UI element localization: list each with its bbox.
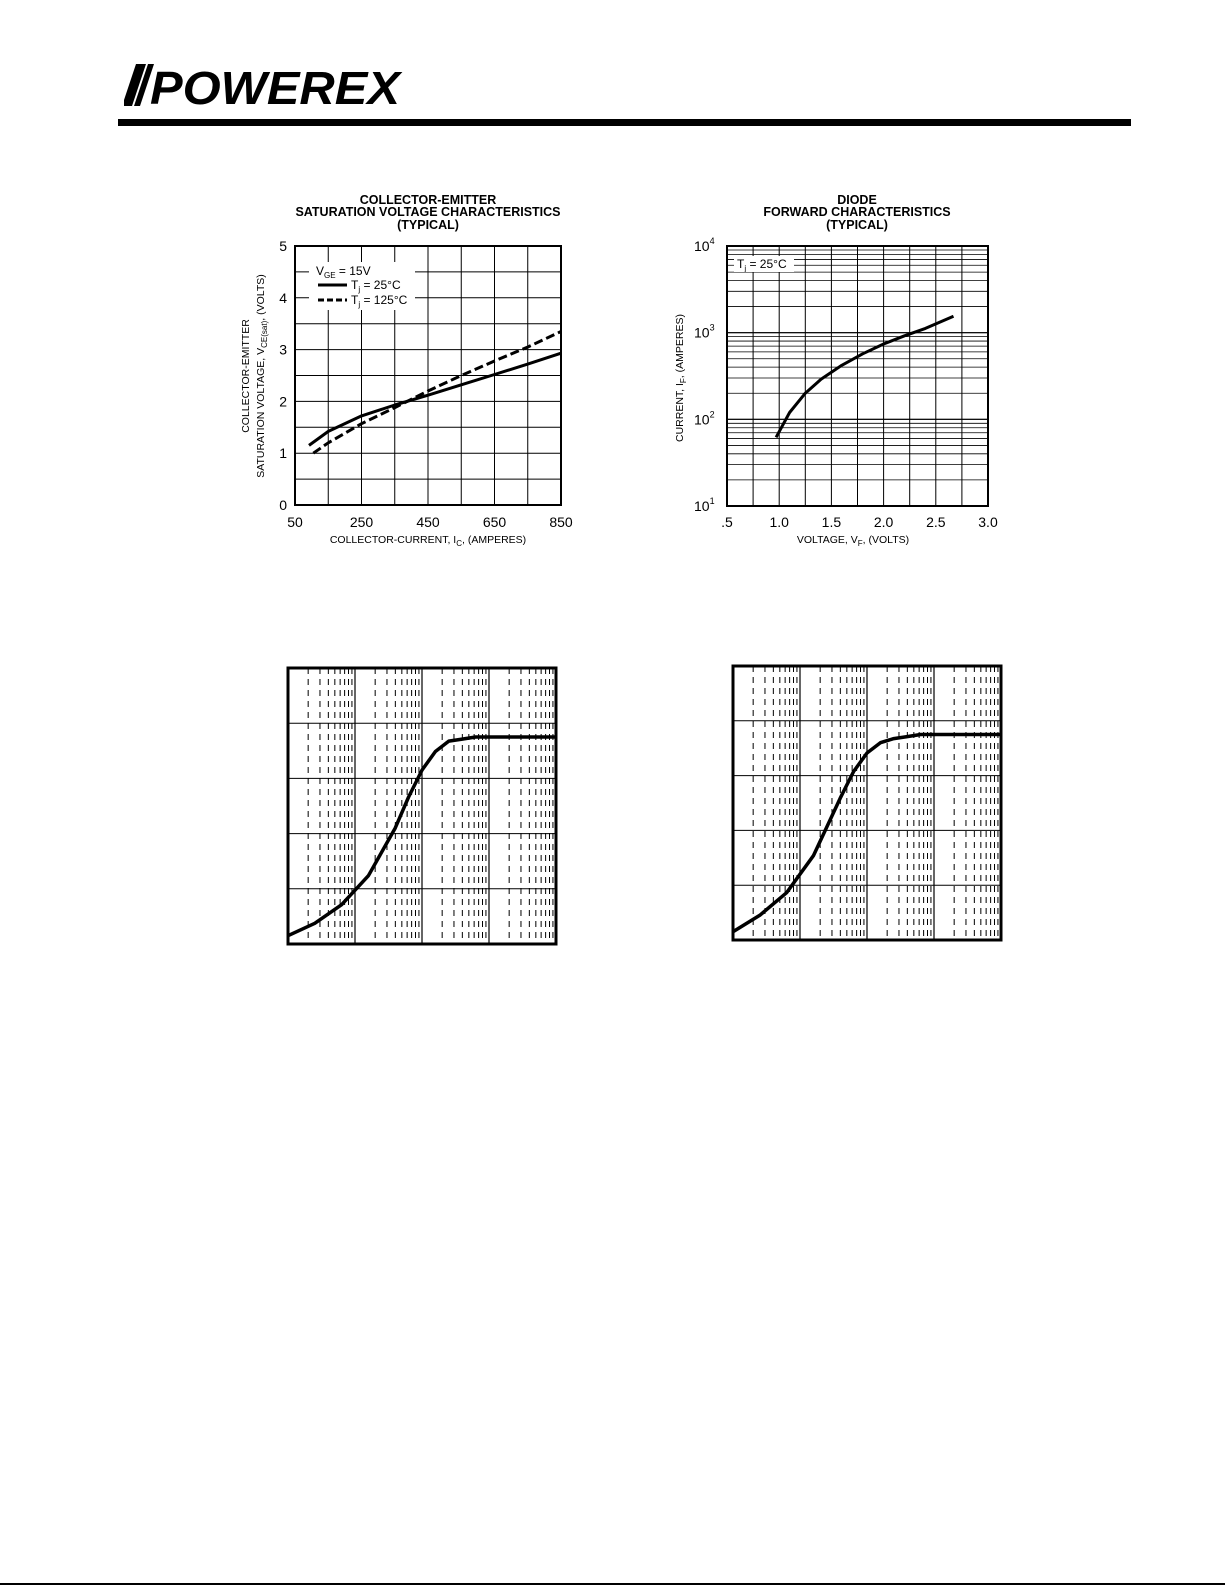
header-rule (118, 119, 1131, 126)
diode-x-tick-label: .5 (721, 514, 733, 530)
diode-y-label: CURRENT, IF, (AMPERES) (674, 314, 688, 442)
blank-right-series (732, 732, 1001, 934)
vcesat-x-tick-label: 650 (483, 514, 507, 530)
vcesat-x-tick-label: 250 (350, 514, 374, 530)
diode-x-tick-label: 3.0 (978, 514, 998, 530)
vcesat-title: COLLECTOR-EMITTER SATURATION VOLTAGE CHA… (295, 193, 560, 232)
diode-title-line2: FORWARD CHARACTERISTICS (763, 205, 950, 219)
vcesat-y-tick-label: 3 (279, 342, 287, 358)
vcesat-condition: VGE = 15V (316, 264, 371, 280)
blank-right-grid (733, 666, 1001, 940)
vcesat-y-tick-label: 0 (279, 497, 287, 513)
diode-x-ticks: .5 1.0 1.5 2.0 2.5 3.0 (721, 514, 998, 530)
vcesat-y-tick-label: 1 (279, 445, 287, 461)
brand-name: POWEREX (150, 62, 402, 110)
diode-y-tick-label: 101 (694, 496, 715, 514)
vcesat-x-label: COLLECTOR-CURRENT, IC, (AMPERES) (330, 534, 526, 548)
vcesat-y-ticks: 0 1 2 3 4 5 (279, 238, 287, 513)
vcesat-series-layer (308, 330, 562, 455)
vcesat-y-label-line2: SATURATION VOLTAGE, VCE(sat), (VOLTS) (255, 274, 269, 478)
vcesat-y-tick-label: 2 (279, 393, 287, 409)
diode-y-tick-label: 103 (694, 323, 715, 341)
diode-y-tick-label: 102 (694, 409, 715, 427)
vcesat-title-line2: SATURATION VOLTAGE CHARACTERISTICS (295, 205, 560, 219)
diode-title-line3: (TYPICAL) (826, 218, 888, 232)
blank-right-series-layer (732, 732, 1001, 934)
diode-y-tick-label: 104 (694, 236, 715, 254)
footer-rule (0, 1583, 1225, 1585)
vcesat-x-tick-label: 450 (416, 514, 440, 530)
diode-series-25c (774, 314, 955, 439)
vcesat-title-line3: (TYPICAL) (397, 218, 459, 232)
blank-left-series-layer (287, 735, 556, 938)
vcesat-y-tick-label: 5 (279, 238, 287, 254)
blank-left-plot-frame (286, 666, 558, 946)
diode-x-tick-label: 1.0 (769, 514, 789, 530)
diode-x-tick-label: 2.0 (874, 514, 894, 530)
vcesat-x-tick-label: 50 (287, 514, 303, 530)
diode-y-ticks: 101 102 103 104 (694, 236, 715, 514)
vcesat-y-label-line1: COLLECTOR-EMITTER (240, 319, 252, 433)
diode-series-layer (774, 314, 955, 439)
diode-condition-bg (734, 256, 794, 272)
vcesat-plot-frame (294, 245, 562, 506)
vcesat-legend-25: Tj = 25°C (351, 278, 401, 294)
vcesat-series-125c (312, 330, 562, 455)
vcesat-legend-125: Tj = 125°C (351, 293, 408, 309)
diode-title: DIODE FORWARD CHARACTERISTICS (TYPICAL) (763, 193, 950, 232)
vcesat-x-ticks: 50 250 450 650 850 (287, 514, 573, 530)
blank-left-grid (288, 668, 556, 944)
diode-condition: Tj = 25°C (737, 257, 787, 273)
vcesat-y-tick-label: 4 (279, 290, 287, 306)
blank-left-series (287, 735, 556, 938)
diode-grid (727, 246, 988, 506)
vcesat-series-25c (308, 351, 562, 447)
diode-plot-frame (726, 245, 989, 507)
diode-x-tick-label: 1.5 (822, 514, 842, 530)
powerex-logo: POWEREX (124, 62, 402, 110)
vcesat-x-tick-label: 850 (549, 514, 573, 530)
diode-x-label: VOLTAGE, VF, (VOLTS) (797, 534, 909, 548)
blank-right-plot-frame (731, 664, 1003, 942)
diode-x-tick-label: 2.5 (926, 514, 946, 530)
vcesat-title-line1: COLLECTOR-EMITTER (360, 193, 497, 207)
diode-title-line1: DIODE (837, 193, 877, 207)
